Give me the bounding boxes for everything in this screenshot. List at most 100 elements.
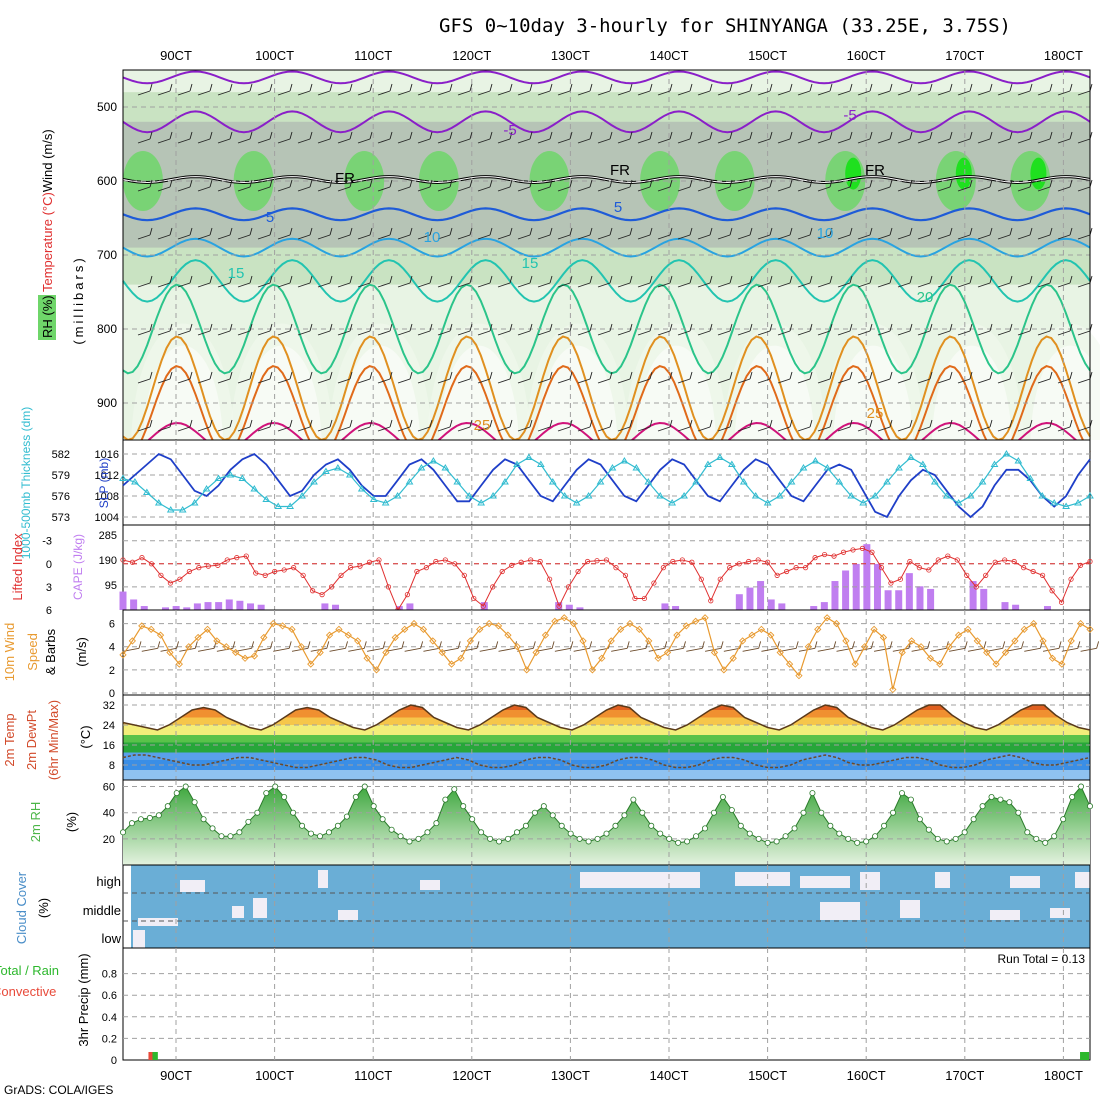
rh-fill (722, 323, 827, 440)
lifted-marker (613, 565, 619, 571)
rh-marker (872, 833, 879, 840)
wind-speed-marker (128, 637, 137, 645)
lifted-marker (907, 558, 913, 565)
thickness-marker (847, 492, 856, 499)
thickness-marker (548, 478, 557, 485)
wind-barb (477, 378, 491, 384)
wind-barb (969, 419, 973, 428)
wind-speed-marker (504, 631, 512, 639)
y-axis-label: 3hr Precip (mm) (76, 953, 91, 1046)
wind-barb (949, 323, 953, 332)
wind-barb (1017, 186, 1031, 192)
wind-barb (837, 282, 851, 288)
wind-barb (977, 282, 991, 288)
wind-barb (326, 641, 330, 649)
thickness-marker (1050, 499, 1059, 506)
wind-barb (737, 426, 751, 432)
wind-barb (701, 641, 705, 649)
rh-marker (648, 822, 655, 829)
y-label: Lifted Index (10, 533, 25, 601)
wind-barb (989, 179, 993, 188)
y-tick-label: 2 (109, 665, 115, 677)
wind-barb (1049, 83, 1053, 92)
wind-barb (997, 138, 1011, 144)
wind-barb (469, 371, 473, 380)
wind-barb (677, 186, 691, 192)
wind-barb (589, 419, 593, 428)
thickness-marker (345, 471, 354, 478)
rh-fill (426, 323, 531, 440)
thickness-marker (632, 464, 641, 471)
lifted-marker (205, 563, 211, 569)
wind-barb (157, 186, 171, 192)
lifted-marker (878, 565, 885, 571)
y-axis-label: 2m RH (28, 802, 43, 842)
wind-barb (317, 378, 331, 384)
wind-barb (329, 131, 333, 140)
wind-barb (529, 323, 533, 332)
cape-bar (406, 603, 414, 610)
wind-barb (269, 371, 273, 380)
thickness-marker (883, 478, 891, 485)
thickness-marker (751, 492, 760, 499)
x-axis-top: 90CT 100CT 110CT 120CT 130CT 140CT 150CT 160CT 1… (160, 48, 1083, 63)
thickness-marker (250, 485, 259, 492)
wind-barb (597, 138, 611, 144)
wind-barb (409, 83, 413, 92)
rh-marker (746, 830, 753, 837)
rh-area (123, 786, 1090, 865)
thickness-marker (835, 478, 844, 485)
lifted-marker (376, 557, 382, 563)
y-label-units: (millibars) (71, 255, 86, 344)
wind-barb (677, 426, 691, 432)
x-tick-label: 180CT (1044, 1068, 1083, 1083)
cape-bar (1012, 604, 1020, 610)
y-tick-label: 0.2 (102, 1033, 117, 1045)
wind-barb (729, 419, 733, 428)
cape-bar (332, 604, 340, 610)
wind-barb (1049, 323, 1053, 332)
wind-speed-marker (485, 619, 493, 628)
wind-barb (497, 378, 511, 384)
wind-barb (949, 179, 953, 188)
thickness-marker (930, 478, 939, 485)
wind-barb (517, 378, 531, 384)
wind-barb (417, 90, 431, 96)
lifted-marker (954, 557, 960, 563)
wind-barb (637, 234, 651, 240)
wind-speed-marker (335, 625, 343, 633)
wind-barb (257, 426, 271, 432)
thickness-marker (393, 492, 402, 499)
wind-barb (609, 275, 613, 284)
wind-barb (669, 419, 673, 428)
wind-barb (397, 426, 411, 432)
wind-barb (649, 419, 653, 428)
wind-barb (498, 647, 515, 652)
wind-barb (517, 186, 531, 192)
wind-barb (797, 90, 811, 96)
wind-barb (777, 138, 791, 144)
lifted-marker (717, 576, 723, 582)
wind-barb (617, 378, 631, 384)
wind-speed-marker (325, 631, 334, 639)
wind-barb (1009, 227, 1013, 236)
lifted-marker (945, 553, 951, 559)
wind-barb (509, 131, 513, 140)
panel-temp2m: 8 16 24 32 2m Temp 2m DewPt (6hr Min/Max) (°C) (2, 694, 1091, 781)
wind-barb (609, 323, 613, 332)
wind-barb (449, 323, 453, 332)
lifted-marker (897, 576, 903, 582)
wind-barb (737, 282, 751, 288)
rh-marker (1024, 829, 1031, 836)
wind-speed-marker (654, 654, 662, 662)
wind-barb (737, 234, 751, 240)
wind-barb (1037, 90, 1051, 96)
wind-barb (317, 90, 331, 96)
wind-barb (757, 234, 771, 240)
lifted-marker (528, 557, 534, 563)
wind-barb (229, 83, 233, 92)
y-axis-label: SLP (mb) (97, 458, 111, 508)
wind-barb (689, 179, 693, 188)
rh-fill (123, 121, 1090, 248)
lifted-marker (433, 558, 439, 565)
